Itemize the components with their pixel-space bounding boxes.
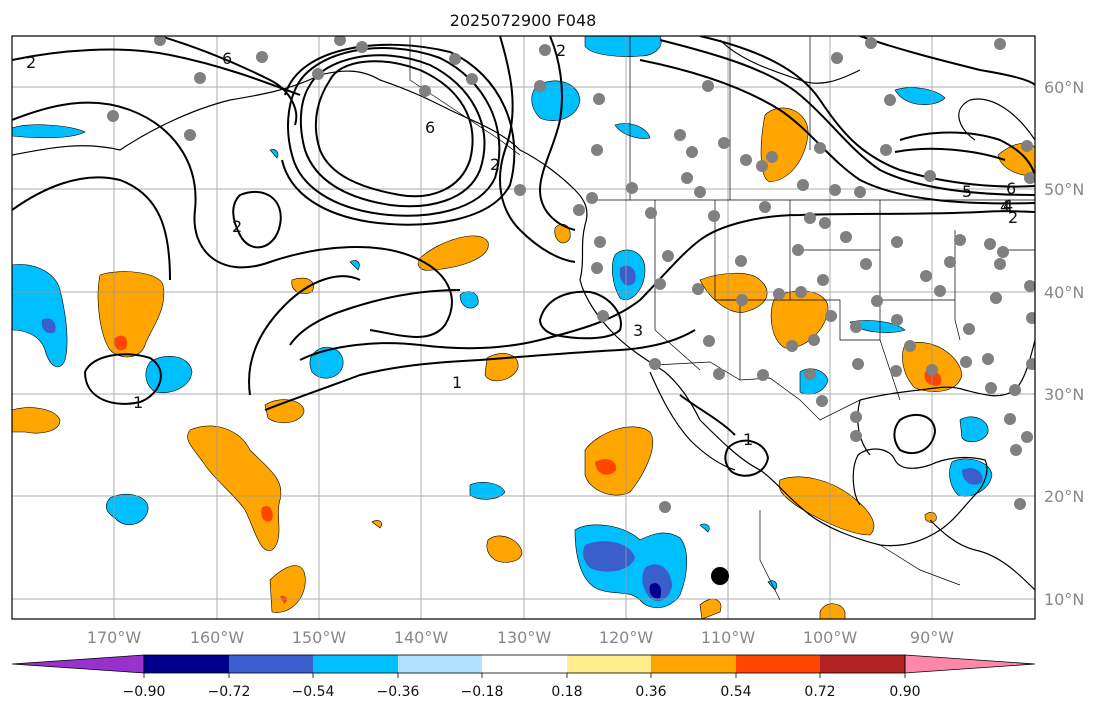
colorbar-segment — [144, 655, 229, 673]
colorbar-tick-label: −0.54 — [292, 684, 335, 700]
colorbar-segment — [313, 655, 398, 673]
contour-label: 2 — [1008, 208, 1018, 227]
colorbar-tick-label: −0.72 — [208, 684, 251, 700]
contour-label: 6 — [1006, 179, 1016, 198]
figure-title: 2025072900 F048 — [450, 11, 597, 30]
lat-tick-label: 10°N — [1044, 590, 1084, 609]
colorbar-tick-label: 0.72 — [804, 684, 835, 700]
colorbar-frame — [143, 654, 906, 674]
darkest-negative-anomaly-areas — [649, 583, 662, 599]
colorbar-tick-label: 0.18 — [551, 684, 582, 700]
contour-label: 5 — [962, 182, 972, 201]
colorbar-tick-label: −0.90 — [123, 684, 166, 700]
colorbar-tick-label: 0.54 — [720, 684, 751, 700]
colorbar-segment — [567, 655, 651, 673]
contour-label: 6 — [425, 118, 435, 137]
longitude-labels: 170°W 160°W 150°W 140°W 130°W 120°W 110°… — [87, 628, 954, 647]
colorbar-tick-label: −0.18 — [461, 684, 504, 700]
colorbar-tick-label: 0.36 — [635, 684, 666, 700]
lon-tick-label: 130°W — [497, 628, 552, 647]
colorbar-segment — [820, 655, 905, 673]
lat-tick-label: 30°N — [1044, 385, 1084, 404]
contour-label: 2 — [490, 155, 500, 174]
lon-tick-label: 150°W — [292, 628, 347, 647]
lon-tick-label: 170°W — [87, 628, 142, 647]
lon-tick-label: 110°W — [701, 628, 756, 647]
colorbar-segment — [398, 655, 482, 673]
contour-lines — [12, 36, 1035, 477]
colorbar-extend-low — [11, 654, 145, 674]
contour-label: 3 — [633, 321, 643, 340]
map-frame — [11, 35, 1036, 620]
contour-label: 1 — [133, 393, 143, 412]
lat-tick-label: 60°N — [1044, 78, 1084, 97]
strong-positive-anomaly-areas — [114, 335, 942, 604]
contour-label: 4 — [1003, 196, 1013, 215]
colorbar-extend-high — [904, 654, 1036, 674]
lon-tick-label: 140°W — [394, 628, 449, 647]
colorbar-segment — [651, 655, 736, 673]
latitude-labels: 60°N 50°N 40°N 30°N 20°N 10°N — [1044, 78, 1084, 609]
contour-label: 4 — [1000, 197, 1010, 216]
lon-tick-label: 90°W — [910, 628, 954, 647]
contour-label: 1 — [452, 373, 462, 392]
lon-tick-label: 160°W — [190, 628, 245, 647]
map-panel: 2 6 6 4 2 2 5 6 4 2 3 1 1 1 2 — [12, 36, 1035, 619]
station-dots — [107, 36, 1035, 513]
colorbar-tick-label: 0.90 — [889, 684, 920, 700]
strong-negative-anomaly-areas — [41, 265, 983, 602]
lon-tick-label: 100°W — [803, 628, 858, 647]
lat-tick-label: 20°N — [1044, 487, 1084, 506]
colorbar-segment — [482, 655, 567, 673]
contour-label: 2 — [232, 217, 242, 236]
colorbar-ticks — [143, 673, 906, 678]
colorbar-segment — [736, 655, 820, 673]
contour-label: 2 — [26, 53, 36, 72]
lat-tick-label: 40°N — [1044, 283, 1084, 302]
colorbar-tick-label: −0.36 — [377, 684, 420, 700]
contour-labels: 2 6 6 4 2 2 5 6 4 2 3 1 1 1 2 — [26, 41, 1018, 449]
political-borders — [409, 36, 1035, 601]
lon-tick-label: 120°W — [599, 628, 654, 647]
highlight-marker — [711, 567, 729, 585]
contour-label: 1 — [743, 430, 753, 449]
lat-tick-label: 50°N — [1044, 180, 1084, 199]
colorbar: −0.90 −0.72 −0.54 −0.36 −0.18 0.18 0.36 … — [11, 654, 1036, 700]
colorbar-segment — [229, 655, 313, 673]
contour-label: 6 — [222, 49, 232, 68]
contour-label: 2 — [556, 41, 566, 60]
